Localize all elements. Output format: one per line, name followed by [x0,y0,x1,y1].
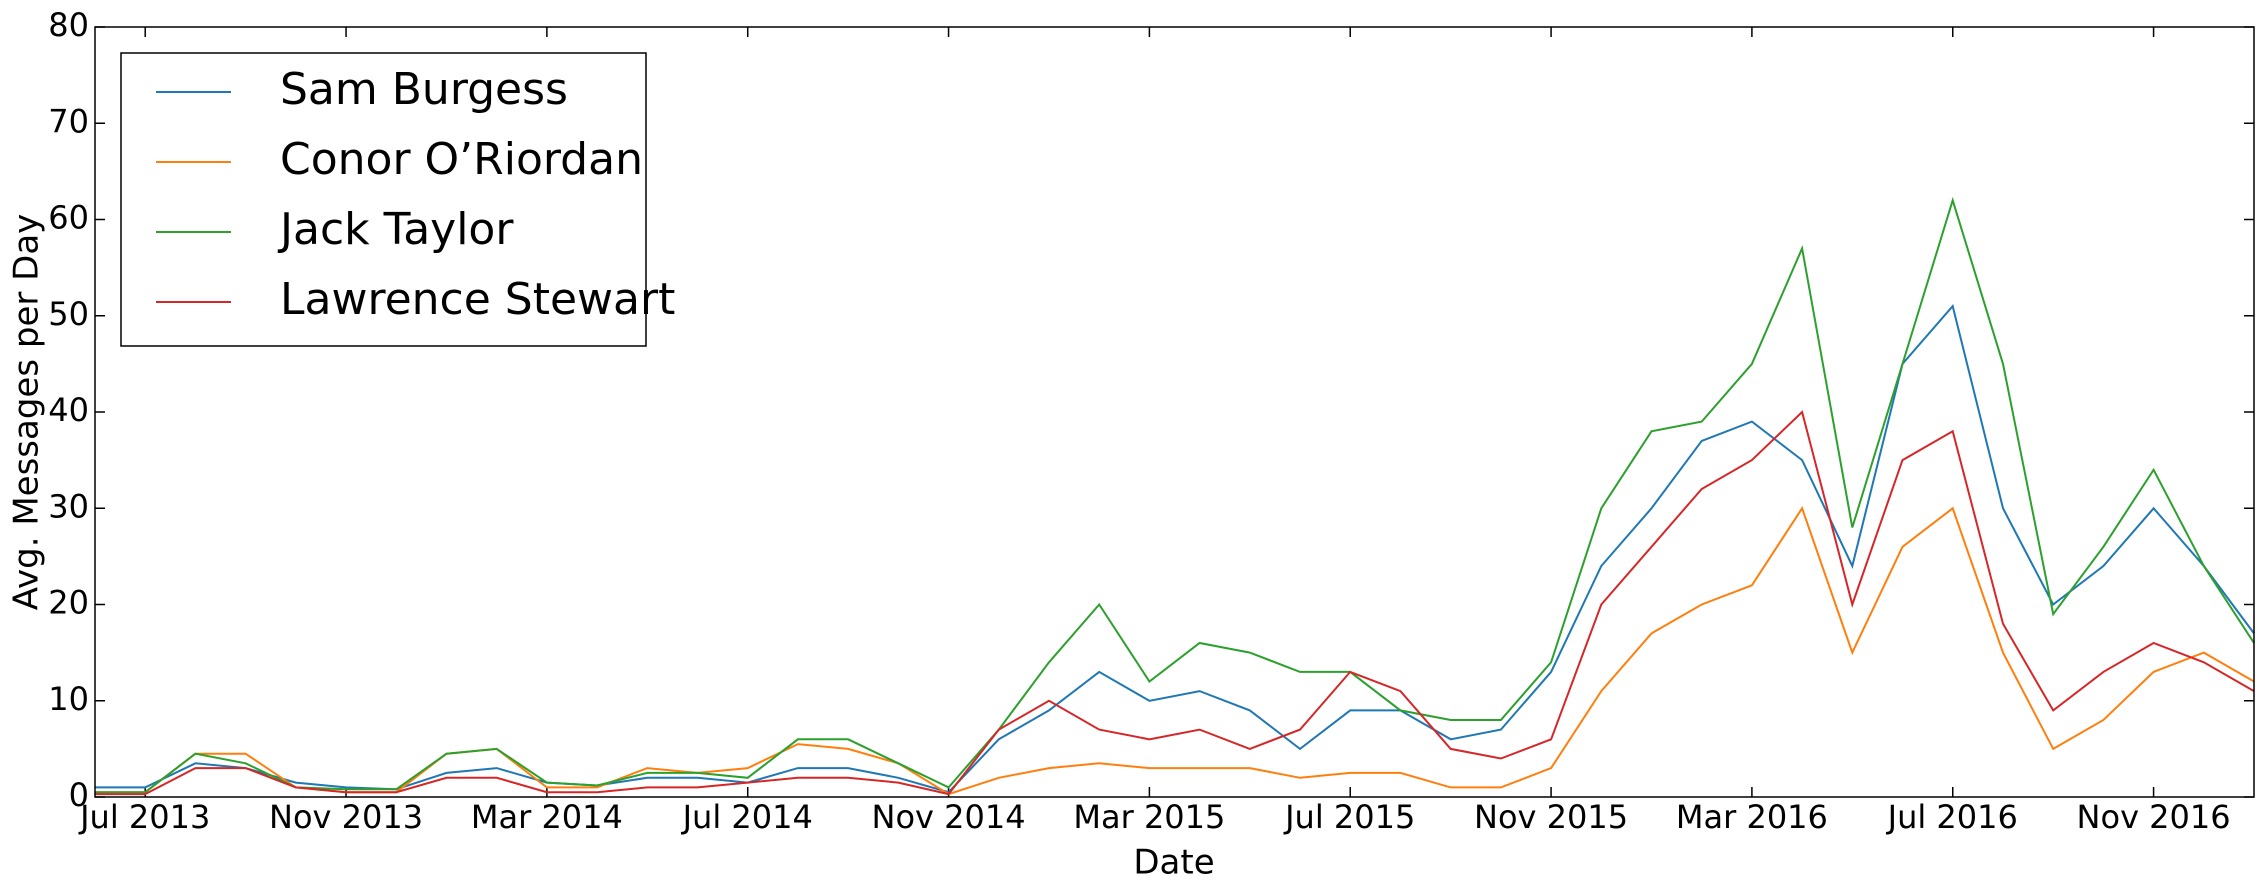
y-tick-label: 60 [48,199,89,237]
legend-box [120,52,647,347]
x-tick-label: Jul 2013 [78,798,210,836]
legend-label: Jack Taylor [277,204,514,255]
y-axis-title: Avg. Messages per Day [7,214,47,611]
y-tick-label: 40 [48,391,89,429]
x-tick-label: Mar 2015 [1073,798,1225,836]
y-tick-label: 10 [48,680,89,718]
legend-label: Sam Burgess [280,64,568,115]
x-tick-label: Mar 2016 [1676,798,1828,836]
y-tick-label: 50 [48,295,89,333]
x-tick-label: Jul 2016 [1886,798,2018,836]
x-tick-label: Nov 2016 [2077,798,2231,836]
x-tick-label: Jul 2014 [681,798,813,836]
x-tick-label: Jul 2015 [1283,798,1415,836]
series-line [95,410,2255,796]
x-tick-label: Nov 2014 [872,798,1026,836]
y-tick-label: 0 [69,776,89,814]
legend-label: Conor O’Riordan [280,134,643,185]
y-tick-label: 70 [48,102,89,140]
y-tick-label: 30 [48,487,89,525]
x-tick-label: Nov 2013 [269,798,423,836]
legend-label: Lawrence Stewart [280,274,675,325]
plot-frame [94,26,2255,798]
y-tick-label: 20 [48,584,89,622]
x-tick-label: Nov 2015 [1474,798,1628,836]
x-axis-title: Date [1133,843,1214,883]
series-line [95,506,2255,796]
series-line [95,196,2255,794]
x-tick-label: Mar 2014 [471,798,623,836]
y-tick-label: 80 [48,6,89,44]
series-line [95,303,2255,794]
